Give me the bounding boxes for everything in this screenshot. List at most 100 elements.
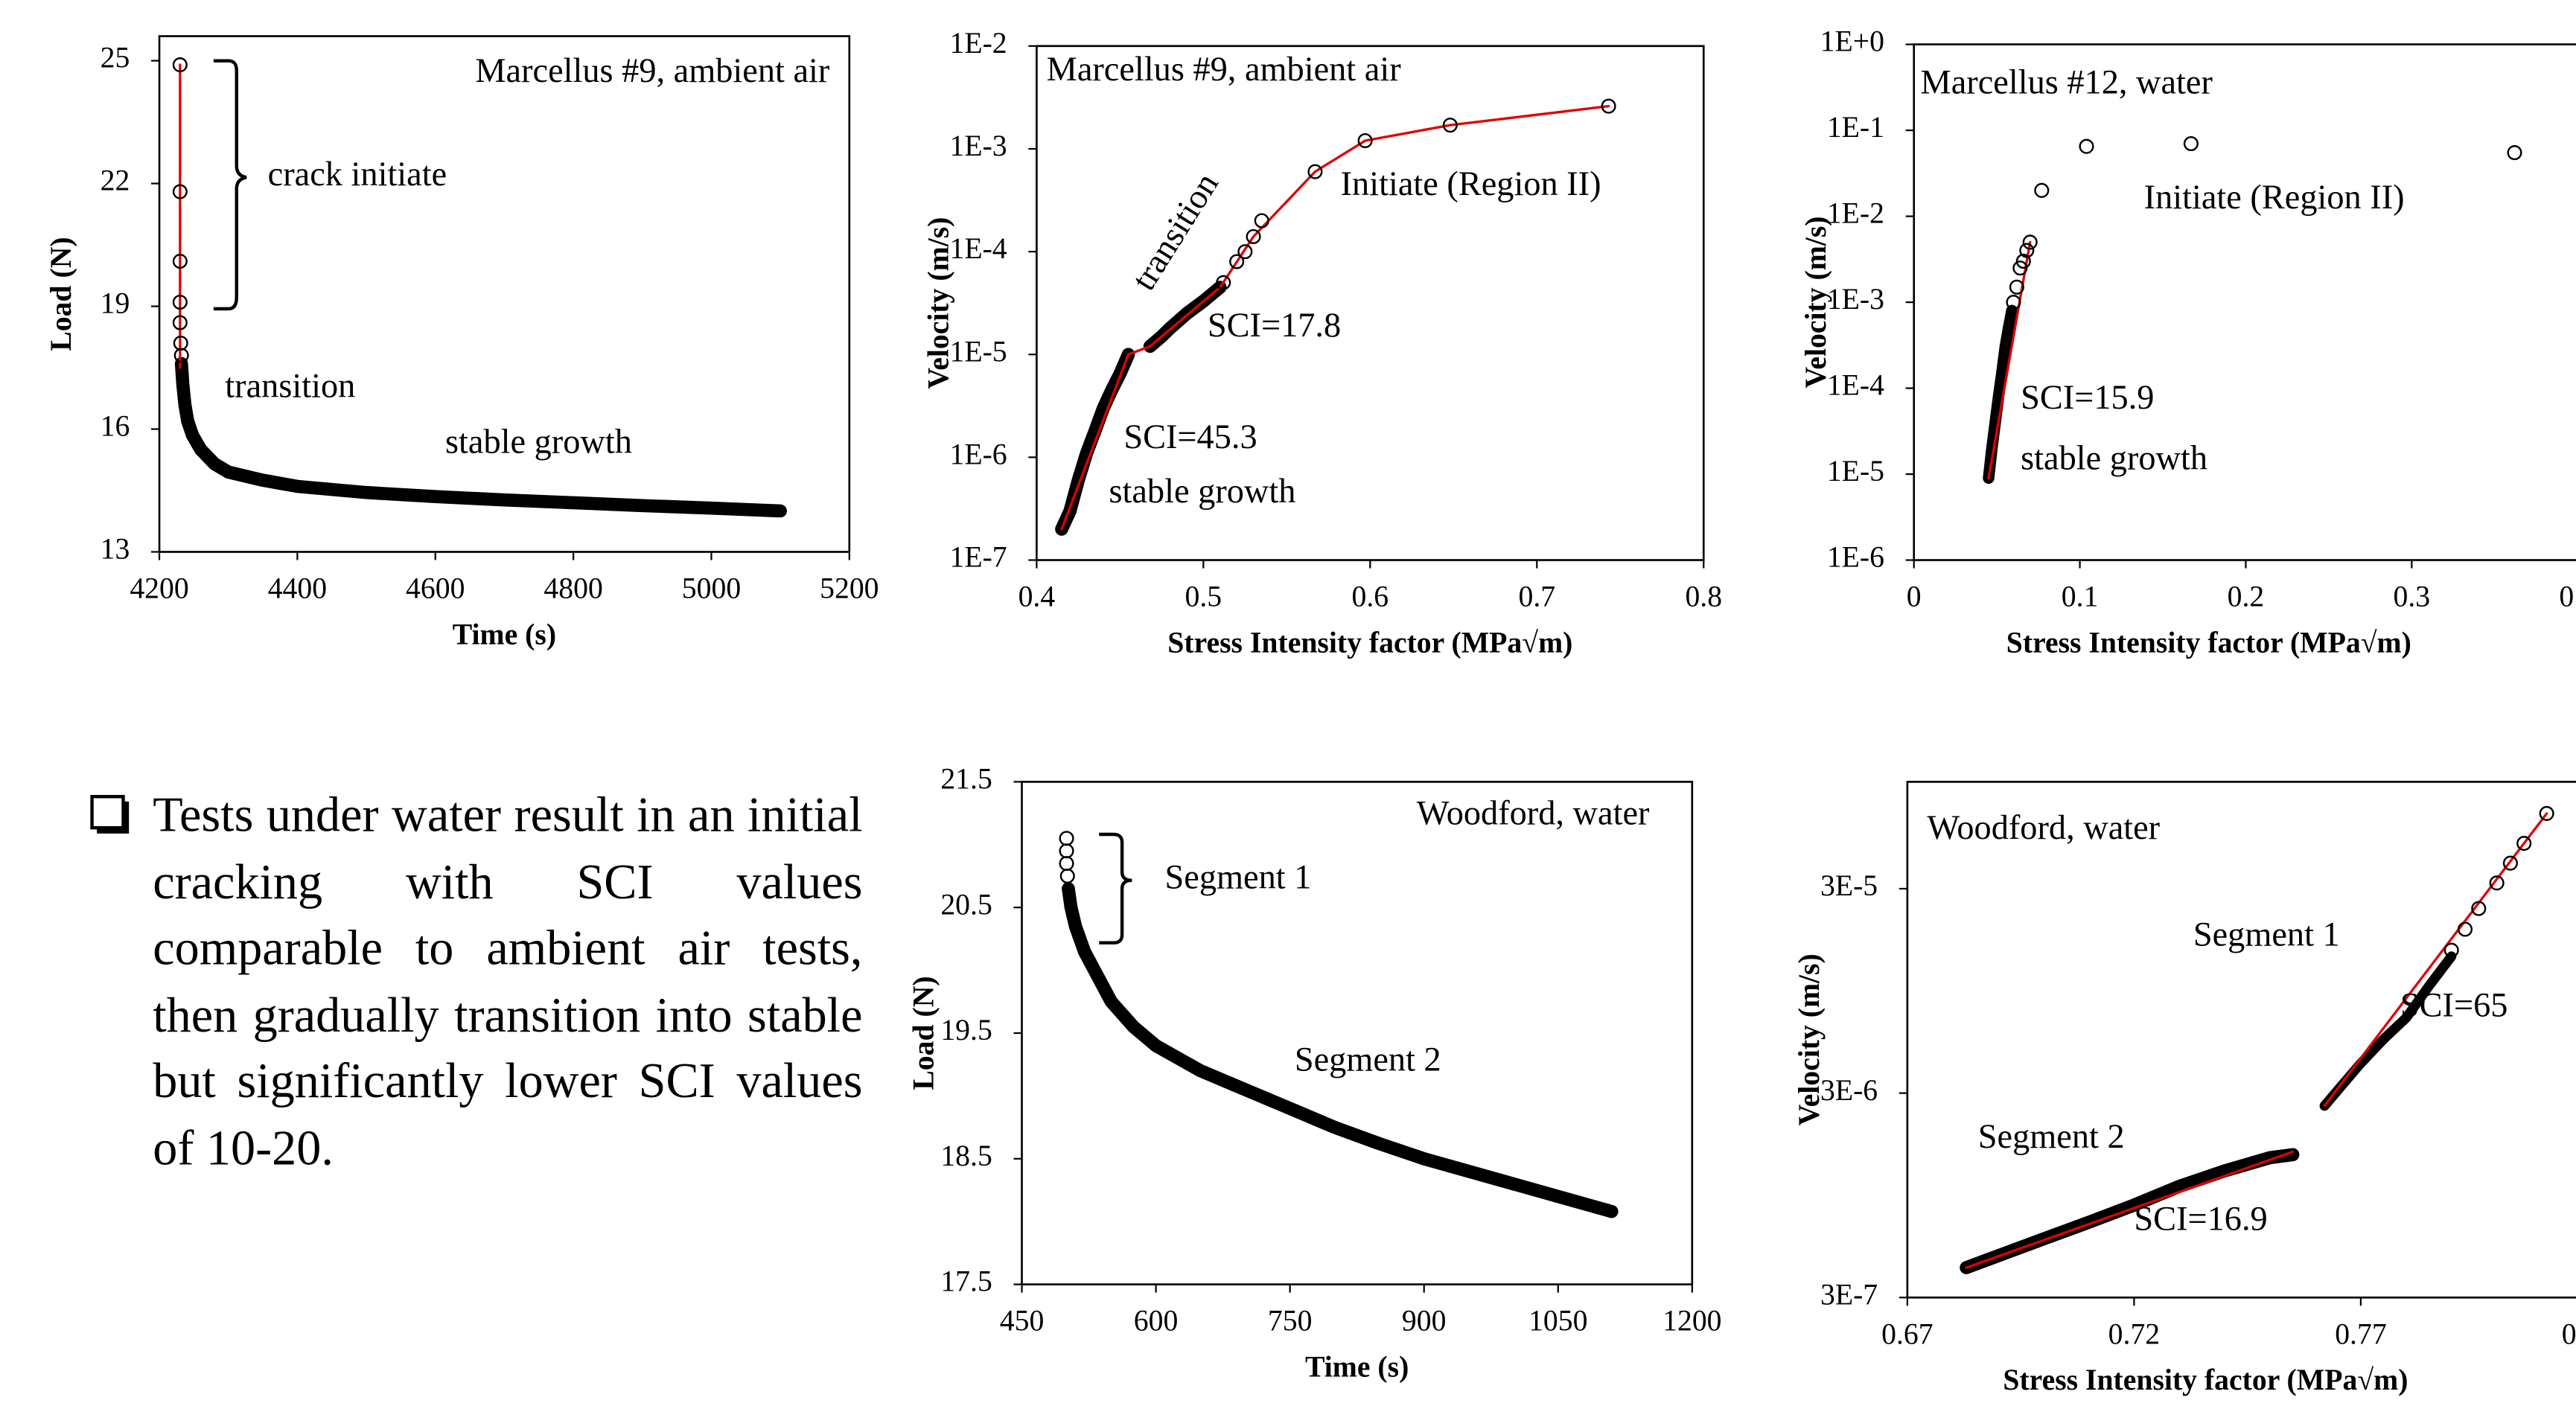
data-point — [2443, 942, 2459, 958]
dense-data — [1983, 304, 2018, 485]
data-point — [2019, 243, 2035, 258]
y-tick-label: 1E-3 — [949, 130, 1007, 162]
dense-data — [2319, 951, 2457, 1111]
y-tick-label: 3E-7 — [1820, 1278, 1878, 1311]
plot-area — [1960, 805, 2554, 1274]
data-point — [2012, 261, 2028, 276]
annotation: transition — [225, 368, 355, 406]
x-tick-label: 0.2 — [2228, 581, 2265, 613]
x-tick-label: 4800 — [543, 572, 602, 605]
annotation: Segment 2 — [1978, 1118, 2125, 1156]
x-tick-label: 0.82 — [2562, 1317, 2576, 1350]
data-point — [2006, 295, 2021, 310]
data-point — [1229, 254, 1245, 269]
bracket — [1099, 832, 1132, 945]
dense-data — [1062, 882, 1619, 1218]
y-tick-label: 1E-4 — [1827, 369, 1884, 402]
chart-title: Marcellus #12, water — [1921, 63, 2213, 101]
data-point — [2034, 182, 2050, 198]
y-tick-label: 1E-1 — [1827, 111, 1884, 144]
x-axis-label: Stress Intensity factor (MPa√m) — [2003, 1364, 2408, 1396]
x-axis-label: Stress Intensity factor (MPa√m) — [1167, 626, 1572, 659]
y-tick-label: 16 — [101, 410, 130, 443]
y-tick-label: 1E-5 — [1827, 455, 1884, 488]
data-point — [2489, 875, 2505, 891]
data-point — [2507, 145, 2522, 161]
y-axis-label: Velocity (m/s) — [1793, 953, 1826, 1125]
chart-title: Marcellus #9, ambient air — [1047, 51, 1402, 89]
annotation: crack initiate — [268, 156, 447, 194]
x-tick-label: 0.4 — [1018, 581, 1056, 613]
plot-area — [1983, 135, 2522, 485]
annotation: Segment 1 — [1165, 858, 1312, 896]
data-point — [1307, 164, 1323, 179]
annotation: SCI=45.3 — [1123, 418, 1257, 456]
x-tick-label: 0.5 — [1185, 581, 1222, 613]
chart: 0 0.1 0.2 0.3 0.4 1E-6 1E-5 1E-4 1E-3 1E-2 1E-1 1E+… — [1799, 25, 2576, 659]
x-tick-label: 0.8 — [1685, 581, 1722, 613]
data-point — [1216, 275, 1231, 290]
x-tick-label: 0.4 — [2559, 581, 2576, 613]
bracket — [213, 59, 247, 311]
data-point — [2516, 836, 2532, 851]
y-tick-label: 19.5 — [940, 1014, 992, 1046]
annotation: stable growth — [1109, 473, 1295, 511]
annotation: Initiate (Region II) — [2144, 179, 2405, 217]
x-tick-label: 0.72 — [2108, 1317, 2160, 1350]
data-point — [172, 294, 188, 310]
chart: 4200 4400 4600 4800 5000 5200 13 16 19 22 25 Time (… — [45, 35, 879, 651]
x-tick-label: 0.7 — [1518, 581, 1555, 613]
y-tick-label: 1E-3 — [1827, 283, 1884, 316]
chart-title: Woodford, water — [1927, 809, 2160, 847]
annotation: Initiate (Region II) — [1341, 165, 1601, 203]
y-tick-label: 1E-2 — [1827, 197, 1884, 230]
data-point — [2009, 279, 2024, 295]
annotation: stable growth — [445, 424, 632, 461]
y-tick-label: 3E-5 — [1820, 869, 1878, 902]
x-tick-label: 900 — [1402, 1305, 1447, 1338]
data-point — [172, 184, 188, 199]
x-tick-label: 0 — [1907, 581, 1922, 613]
x-axis-label: Time (s) — [453, 618, 556, 651]
y-tick-label: 17.5 — [940, 1265, 992, 1298]
plot-area — [1055, 98, 1616, 536]
plot-frame — [1906, 781, 2576, 1299]
chart: 0.67 0.72 0.77 0.82 3E-7 3E-6 3E-5 Stress Inten… — [1793, 781, 2576, 1396]
annotation: SCI=16.9 — [2134, 1200, 2267, 1238]
x-tick-label: 4400 — [268, 572, 327, 605]
fit-line — [1987, 240, 2032, 479]
x-tick-label: 600 — [1134, 1305, 1179, 1338]
y-axis-label: Velocity (m/s) — [1799, 216, 1832, 388]
data-point — [1357, 132, 1373, 149]
chart-title: Woodford, water — [1417, 794, 1650, 832]
x-tick-label: 450 — [1000, 1305, 1045, 1338]
annotation: stable growth — [2021, 440, 2207, 478]
y-tick-label: 1E-2 — [949, 27, 1007, 60]
annotation: SCI=17.8 — [1208, 307, 1341, 345]
data-point — [1601, 98, 1616, 114]
x-tick-label: 0.1 — [2062, 581, 2099, 613]
plot-area — [172, 57, 787, 518]
x-axis-label: Time (s) — [1305, 1350, 1409, 1383]
y-tick-label: 1E-7 — [949, 541, 1007, 574]
y-tick-label: 20.5 — [940, 888, 992, 921]
y-tick-label: 18.5 — [940, 1140, 992, 1172]
x-tick-label: 750 — [1268, 1305, 1313, 1338]
data-point — [172, 315, 188, 330]
x-tick-label: 1200 — [1662, 1305, 1721, 1338]
y-tick-label: 1E-4 — [949, 232, 1007, 265]
data-point — [172, 254, 188, 269]
y-tick-label: 25 — [101, 42, 130, 74]
data-point — [1442, 118, 1458, 133]
y-tick-label: 21.5 — [940, 763, 992, 796]
data-point — [172, 57, 188, 73]
fit-line — [1060, 104, 1610, 531]
fit-line — [2323, 812, 2548, 1108]
x-tick-label: 4600 — [406, 572, 465, 605]
annotation: SCI=65 — [2400, 987, 2508, 1025]
annotation: Segment 1 — [2193, 916, 2340, 954]
data-point — [2457, 921, 2473, 937]
